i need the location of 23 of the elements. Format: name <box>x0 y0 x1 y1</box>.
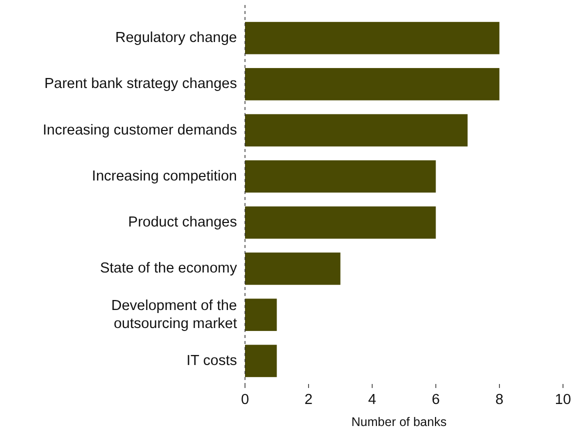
y-tick-label: Product changes <box>128 214 237 231</box>
bar <box>245 344 277 378</box>
bar <box>245 298 277 331</box>
y-tick-label: Increasing customer demands <box>42 122 237 138</box>
y-tick-label: Parent bank strategy changes <box>44 76 237 92</box>
x-tick-label: 4 <box>368 392 376 408</box>
y-tick-label: State of the economy <box>100 260 238 277</box>
y-tick-label: Regulatory change <box>115 30 237 46</box>
bar <box>245 68 500 100</box>
bar <box>245 160 436 193</box>
bar <box>245 252 340 285</box>
y-tick-label: IT costs <box>186 352 237 369</box>
y-tick-label: Increasing competition <box>92 168 237 184</box>
x-tick-label: 8 <box>495 392 504 408</box>
x-tick-label: 0 <box>240 392 250 408</box>
x-axis-title: Number of banks <box>351 415 447 429</box>
x-tick-label: 10 <box>554 392 572 408</box>
bar <box>245 22 500 54</box>
x-tick-label: 6 <box>432 392 440 408</box>
x-tick-label: 2 <box>304 392 313 408</box>
bar <box>245 114 468 146</box>
y-tick-label: Development of the outsourcing market <box>111 298 237 332</box>
bar <box>245 206 436 239</box>
